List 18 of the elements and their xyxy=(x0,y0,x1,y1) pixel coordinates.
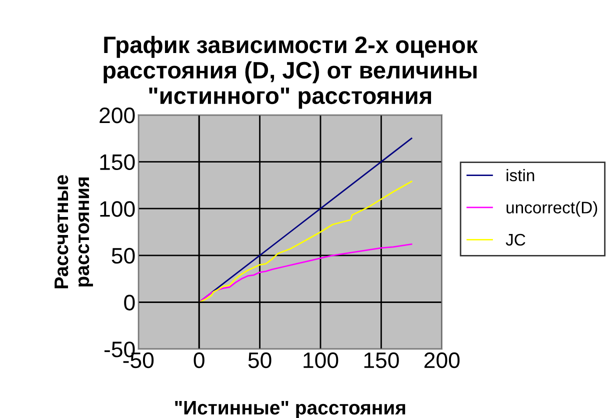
x-tick-label: 100 xyxy=(304,352,338,368)
y-tick-label: 200 xyxy=(100,107,135,124)
x-tick-label: 150 xyxy=(364,352,399,368)
legend-label: istin xyxy=(506,169,534,182)
legend-label: uncorrect(D) xyxy=(506,201,598,217)
y-tick-label: 0 xyxy=(124,294,135,310)
y-tick-label: 100 xyxy=(100,201,135,217)
y-tick-label: 150 xyxy=(100,154,135,170)
legend-label: JC xyxy=(506,234,526,246)
x-axis-title: "Истинные" расстояния xyxy=(175,401,406,418)
x-tick-label: 50 xyxy=(248,352,272,368)
x-tick-label: 200 xyxy=(424,352,460,368)
line-series xyxy=(198,180,412,303)
y-axis-title: Рассчетные расстояния xyxy=(54,175,93,288)
chart-title: График зависимости 2-х оценок расстояния (D, JC) от величины "истинного" расстояния xyxy=(104,36,478,109)
x-tick-label: 0 xyxy=(194,352,204,368)
y-tick-label: 50 xyxy=(112,248,135,264)
line-series xyxy=(198,243,412,303)
